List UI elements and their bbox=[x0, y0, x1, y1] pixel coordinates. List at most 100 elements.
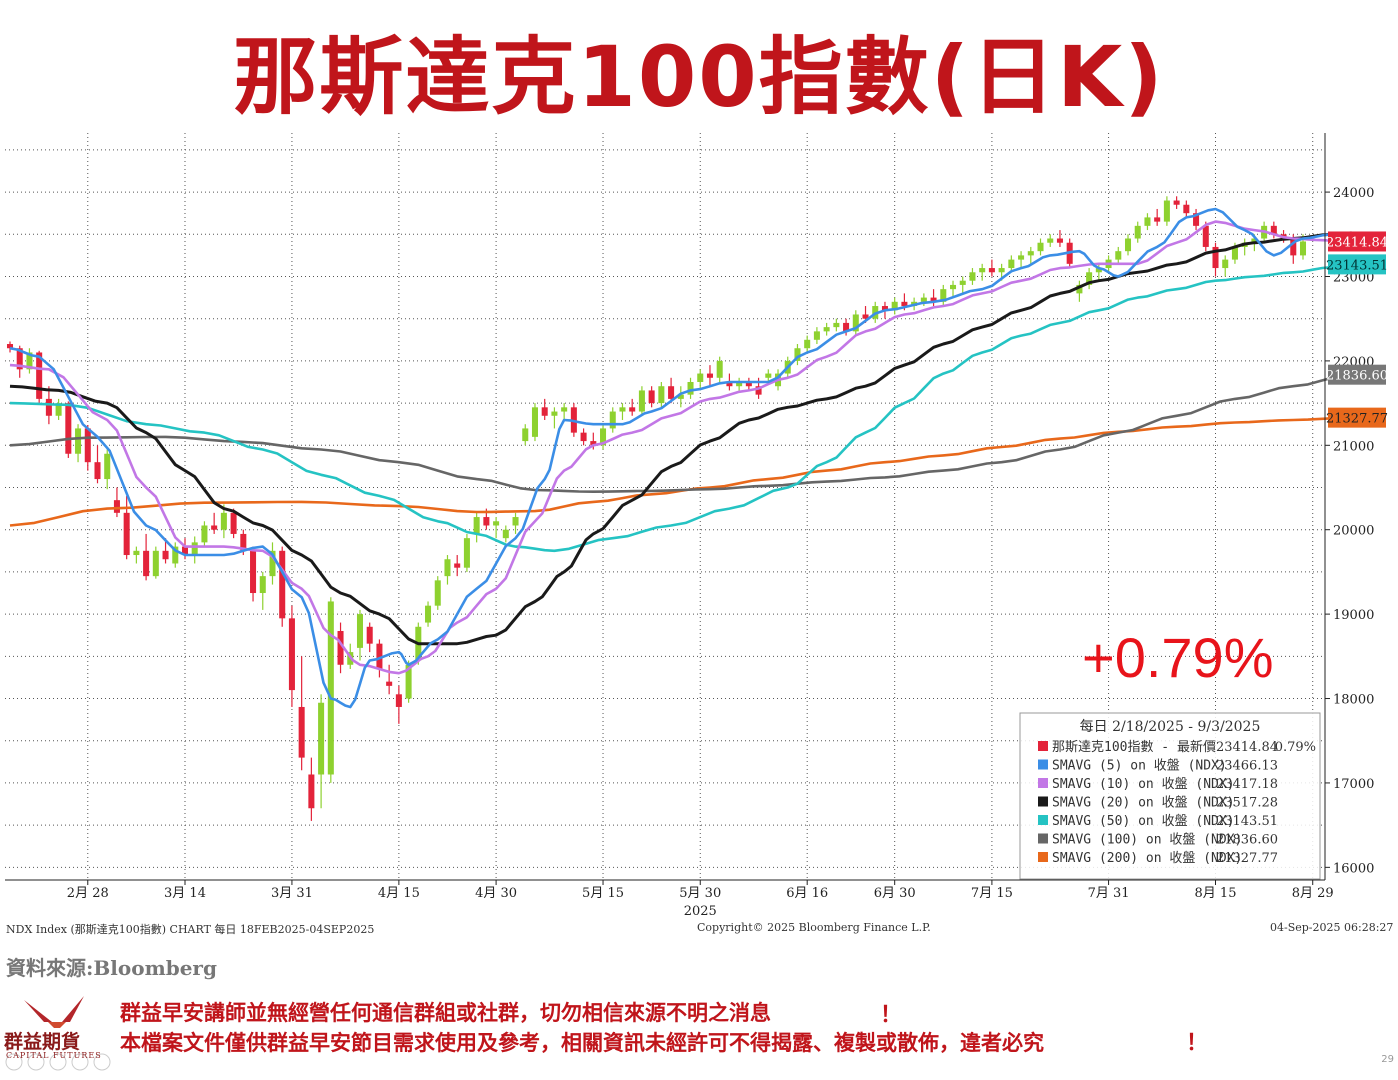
page-number: 29 bbox=[1381, 1054, 1394, 1065]
legend-swatch bbox=[1038, 778, 1048, 788]
candle-body bbox=[152, 550, 159, 577]
candle-body bbox=[677, 394, 684, 399]
legend-series-value: 21836.60 bbox=[1216, 833, 1278, 848]
candle-body bbox=[298, 706, 305, 758]
candle-body bbox=[425, 605, 432, 623]
axes: 1600017000180001900020000210002200023000… bbox=[5, 133, 1374, 915]
x-tick-label: 6月 16 bbox=[786, 886, 828, 901]
candle-body bbox=[337, 631, 344, 665]
candle-body bbox=[473, 517, 480, 534]
candle-body bbox=[1173, 200, 1180, 205]
legend-box bbox=[1019, 712, 1321, 880]
legend-series-name: SMAVG (100) on 收盤 (NDX) bbox=[1052, 833, 1242, 848]
candle-body bbox=[687, 382, 694, 395]
candle-body bbox=[765, 373, 772, 378]
candle-body bbox=[1144, 217, 1151, 226]
notice-exclamation-2: ！ bbox=[1186, 1031, 1209, 1056]
axis-badge bbox=[1328, 364, 1386, 385]
candle-body bbox=[1193, 213, 1200, 226]
candle-body bbox=[1290, 238, 1297, 256]
candle-body bbox=[1202, 225, 1209, 247]
legend-series-name: SMAVG (20) on 收盤 (NDX) bbox=[1052, 796, 1235, 811]
chart-footer-ticker: NDX Index (那斯達克100指數) CHART 每日 18FEB2025… bbox=[6, 923, 375, 936]
moving-averages bbox=[9, 207, 1352, 709]
candle-body bbox=[1134, 225, 1141, 239]
candle-body bbox=[668, 386, 675, 399]
candle-body bbox=[55, 403, 62, 416]
y-tick-label: 19000 bbox=[1333, 608, 1374, 623]
data-source: 資料來源:Bloomberg bbox=[6, 956, 217, 980]
sma-line-sma20 bbox=[9, 231, 1352, 646]
candle-body bbox=[1076, 284, 1083, 294]
candle-body bbox=[395, 694, 402, 707]
legend-series-name: 那斯達克100指數 - 最新價 bbox=[1052, 739, 1216, 755]
candle-body bbox=[493, 521, 500, 526]
candle-body bbox=[94, 462, 101, 480]
candle-body bbox=[969, 272, 976, 281]
legend-series-value: 23466.13 bbox=[1216, 759, 1278, 774]
candle-body bbox=[512, 517, 519, 526]
candle-body bbox=[191, 542, 198, 556]
candle-body bbox=[75, 428, 82, 454]
y-tick-label: 16000 bbox=[1333, 861, 1374, 876]
candle-body bbox=[755, 386, 762, 395]
sma-line-sma50 bbox=[9, 263, 1352, 553]
candle-body bbox=[648, 390, 655, 404]
logo-subtitle: CAPITAL FUTURES bbox=[6, 1051, 102, 1060]
notice-line-2: 本檔案文件僅供群益早安節目需求使用及參考，相關資訊未經許可不得揭露、複製或散佈，… bbox=[120, 1031, 1044, 1055]
candle-body bbox=[697, 373, 704, 382]
candle-body bbox=[833, 322, 840, 328]
candle-body bbox=[891, 301, 898, 311]
eagle-logo-icon bbox=[5, 996, 111, 1071]
candle-body bbox=[852, 314, 859, 332]
candle-body bbox=[1095, 268, 1102, 273]
y-tick-label: 17000 bbox=[1333, 777, 1374, 792]
candle-body bbox=[1222, 259, 1229, 269]
candle-body bbox=[65, 403, 72, 454]
candle-body bbox=[356, 614, 363, 648]
candle-body bbox=[1212, 246, 1219, 269]
x-tick-label: 5月 15 bbox=[582, 886, 624, 901]
candle-body bbox=[600, 428, 607, 446]
legend-swatch bbox=[1038, 741, 1048, 751]
legend-swatch bbox=[1038, 796, 1048, 807]
candle-body bbox=[590, 441, 597, 446]
candle-body bbox=[1251, 238, 1258, 243]
candle-body bbox=[522, 428, 529, 442]
x-tick-label: 8月 29 bbox=[1292, 886, 1334, 901]
candle-body bbox=[104, 453, 111, 480]
sma-line-sma200 bbox=[9, 416, 1352, 527]
candle-body bbox=[862, 314, 869, 319]
candle-body bbox=[434, 580, 441, 606]
candle-body bbox=[843, 322, 850, 332]
candle-body bbox=[920, 297, 927, 302]
legend-swatch bbox=[1038, 759, 1048, 770]
candle-body bbox=[881, 306, 888, 311]
candle-body bbox=[1018, 255, 1025, 260]
candle-body bbox=[1231, 246, 1238, 260]
sma-line-sma5 bbox=[9, 207, 1352, 709]
x-tick-label: 2月 28 bbox=[67, 886, 109, 901]
x-tick-label: 3月 14 bbox=[164, 886, 206, 901]
candle-body bbox=[930, 297, 937, 302]
candle-body bbox=[211, 525, 218, 530]
notice-exclamation-1: ！ bbox=[880, 1003, 903, 1028]
legend-series-name: SMAVG (50) on 收盤 (NDX) bbox=[1052, 814, 1235, 829]
y-tick-label: 21000 bbox=[1333, 439, 1374, 454]
candle-body bbox=[318, 702, 325, 775]
candle-body bbox=[279, 550, 286, 619]
x-tick-label: 4月 30 bbox=[475, 886, 517, 901]
legend-series-value: 23417.18 bbox=[1216, 777, 1278, 792]
legend-series-name: SMAVG (10) on 收盤 (NDX) bbox=[1052, 777, 1235, 792]
candle-body bbox=[162, 550, 169, 560]
candle-body bbox=[123, 512, 130, 556]
candle-body bbox=[36, 352, 43, 399]
candle-body bbox=[327, 601, 334, 775]
candle-body bbox=[386, 681, 393, 686]
candle-body bbox=[940, 289, 947, 302]
x-tick-label: 8月 15 bbox=[1195, 886, 1237, 901]
candle-body bbox=[988, 268, 995, 273]
legend-header: 每日 2/18/2025 - 9/3/2025 bbox=[1080, 719, 1261, 735]
candle-body bbox=[998, 268, 1005, 273]
axis-badge bbox=[1328, 254, 1386, 275]
